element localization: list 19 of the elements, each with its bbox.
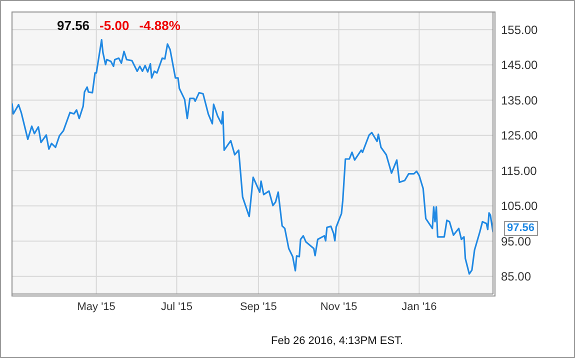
y-tick-label: 85.00 (501, 270, 532, 284)
y-tick-label: 145.00 (501, 58, 538, 72)
x-tick-label: Jul '15 (161, 300, 192, 313)
annotation: 97.56 (504, 220, 538, 236)
text: Feb 26 2016, 4:13PM EST. (271, 335, 404, 347)
y-tick-label: 125.00 (501, 128, 538, 143)
x-tick-label: Jan '16 (402, 300, 437, 313)
line-series (12, 39, 493, 275)
y-tick-label: 135.00 (501, 93, 538, 108)
x-tick-label: Sep '15 (240, 300, 277, 313)
annotation: -5.00 (100, 18, 130, 33)
x-tick-label: Nov '15 (320, 300, 358, 313)
annotation: 97.56 (57, 18, 90, 33)
y-tick-label: 105.00 (501, 199, 538, 214)
annotation: -4.88% (139, 18, 180, 33)
x-tick-label: May '15 (77, 300, 116, 313)
y-tick-label: 155.00 (501, 22, 538, 37)
y-tick-label: 115.00 (501, 164, 538, 178)
y-tick-label: 95.00 (501, 234, 532, 248)
